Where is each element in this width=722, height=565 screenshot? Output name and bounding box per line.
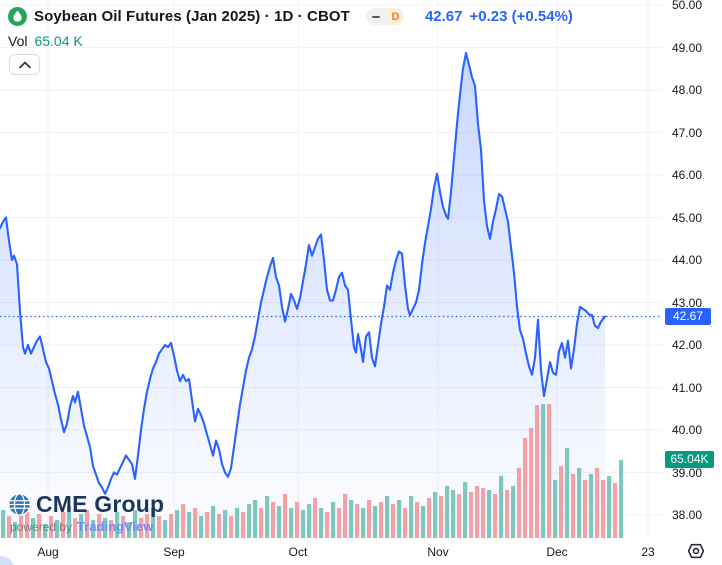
price-tick-label: 39.00: [672, 465, 703, 480]
price-tick-label: 47.00: [672, 125, 703, 140]
price-tick-label: 49.00: [672, 40, 703, 55]
last-price-axis-badge: 42.67: [665, 308, 711, 326]
corner-bubble-decoration: [0, 556, 14, 565]
time-axis[interactable]: Aug Sep Oct Nov Dec 23: [0, 538, 722, 565]
chevron-up-icon: [18, 61, 31, 68]
last-price: 42.67: [424, 8, 463, 25]
tradingview-logo-icon[interactable]: [687, 543, 705, 559]
price-tick-label: 50.00: [672, 0, 703, 12]
price-tick-label: 41.00: [672, 380, 703, 395]
price-tick-label: 46.00: [672, 168, 703, 182]
cme-group-logo[interactable]: CME Group: [8, 491, 164, 518]
powered-by-row: powered by TradingView: [10, 519, 164, 534]
quote: 42.67 +0.23 (+0.54%): [425, 8, 573, 25]
area-fill: [0, 53, 605, 538]
volume-axis-badge: 65.04K: [665, 450, 714, 468]
soybean-oil-symbol-icon: [8, 7, 27, 26]
price-axis[interactable]: 50.00 49.00 48.00 47.00 46.00 45.00 44.00 43.00…: [663, 0, 722, 538]
symbol-title[interactable]: Soybean Oil Futures (Jan 2025) · 1D · CB…: [34, 8, 350, 25]
time-tick-label: Sep: [163, 545, 185, 559]
volume-value: 65.04 K: [34, 33, 83, 49]
chart-legend: Soybean Oil Futures (Jan 2025) · 1D · CB…: [8, 7, 573, 26]
tradingview-link[interactable]: TradingView: [77, 519, 154, 534]
price-tick-label: 43.00: [672, 295, 703, 310]
volume-label: Vol: [8, 33, 28, 49]
attribution: CME Group powered by TradingView: [8, 491, 164, 534]
price-tick-label: 45.00: [672, 210, 703, 225]
time-tick-label: Dec: [546, 545, 568, 559]
powered-by-label: powered by: [10, 520, 73, 534]
interval-badge[interactable]: D: [386, 8, 404, 25]
cme-group-wordmark: CME Group: [36, 491, 165, 517]
time-tick-label: Nov: [427, 545, 449, 559]
price-tick-label: 40.00: [672, 423, 703, 437]
hide-legend-button[interactable]: [365, 8, 387, 25]
price-tick-label: 38.00: [672, 508, 703, 522]
volume-legend: Vol 65.04 K: [8, 33, 83, 49]
price-tick-label: 44.00: [672, 253, 703, 267]
price-tick-label: 42.00: [672, 338, 703, 352]
time-tick-label: Oct: [288, 545, 308, 559]
price-line: [0, 51, 607, 495]
time-tick-label: 23: [641, 545, 655, 559]
globe-icon: [8, 493, 31, 516]
time-tick-label: Aug: [37, 545, 59, 559]
collapse-legend-button[interactable]: [9, 54, 40, 75]
volume-bars: [1, 404, 624, 538]
legend-controls: D: [365, 8, 404, 25]
price-change: +0.23 (+0.54%): [469, 8, 573, 25]
minus-icon: [372, 15, 381, 18]
price-tick-label: 48.00: [672, 83, 703, 97]
